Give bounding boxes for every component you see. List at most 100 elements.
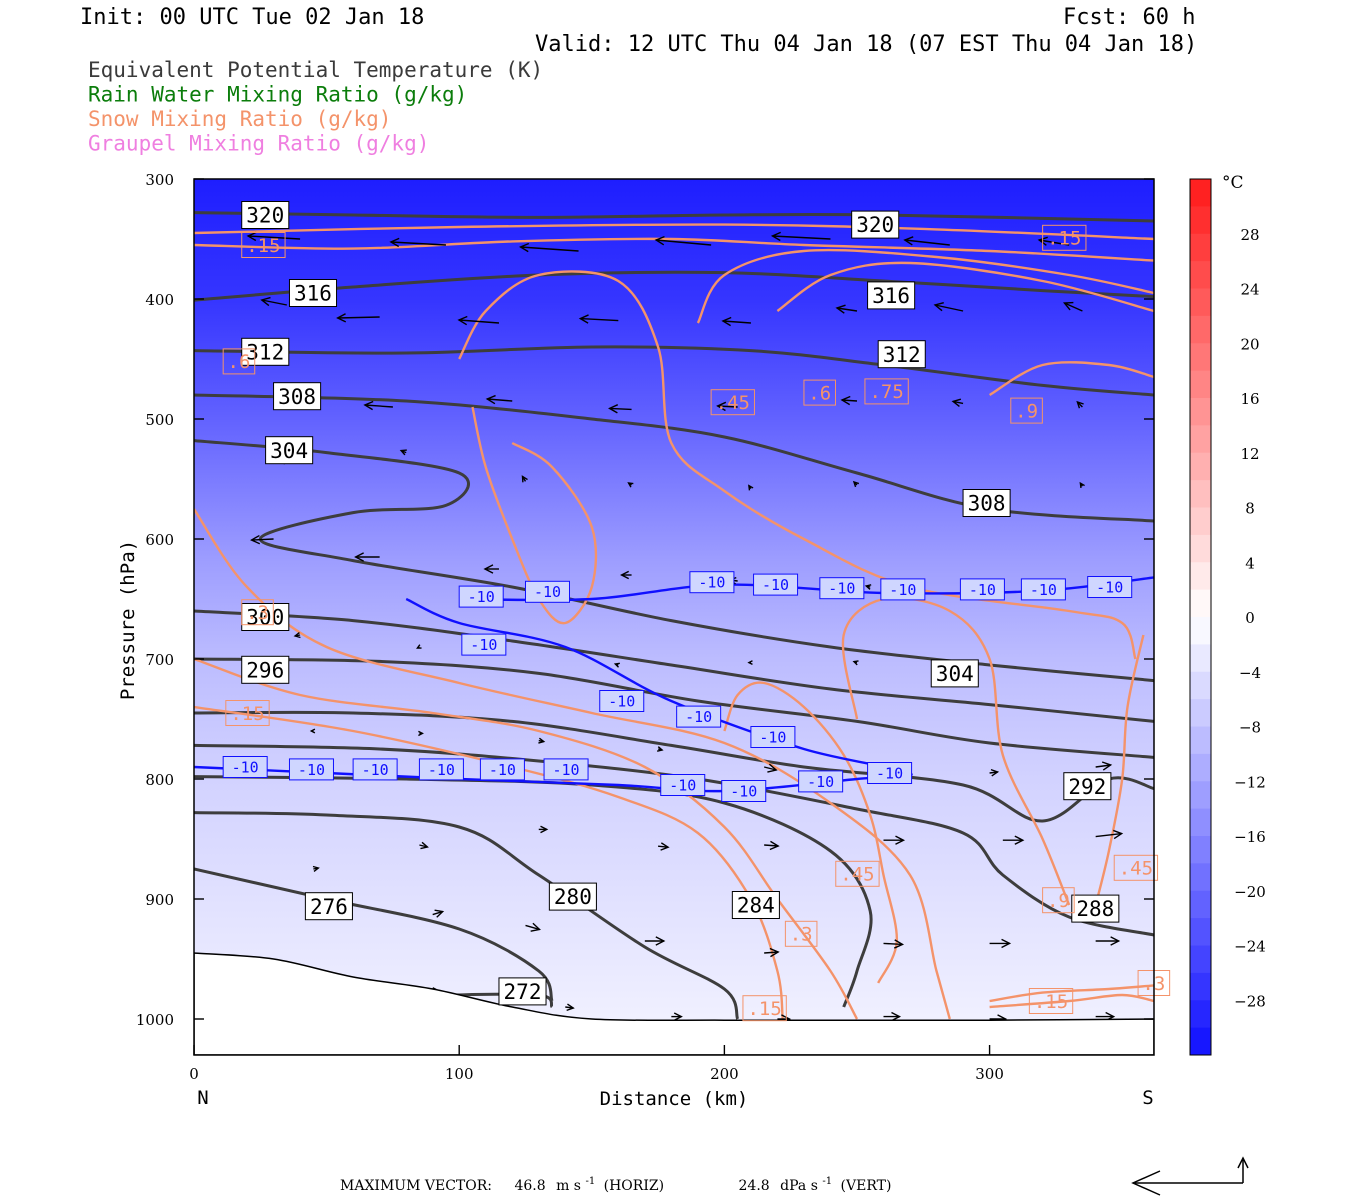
isotherm-label-box — [721, 780, 767, 802]
theta-e-label-320: 320 — [241, 201, 290, 229]
snow-ratio-label: .75 — [864, 378, 909, 405]
wind-vector-head — [1101, 761, 1113, 771]
colorbar-segment — [1190, 644, 1211, 673]
colorbar-tick-label: 4 — [1245, 554, 1255, 572]
isotherm-label-box — [880, 578, 926, 601]
wind-vector — [538, 825, 549, 834]
y-tick-label: 800 — [145, 771, 174, 789]
wind-vector — [457, 315, 500, 326]
isotherm-label: -10 — [458, 585, 504, 608]
wind-vector — [1076, 400, 1084, 409]
snow-ratio-label-box — [1010, 397, 1043, 424]
theta-e-label-284-box — [731, 891, 780, 919]
wind-vector-head — [485, 394, 496, 405]
wind-vector-shaft — [1095, 764, 1111, 768]
colorbar-segment — [1190, 425, 1211, 454]
theta-e-label-280-text: 280 — [554, 885, 592, 909]
max-vector-vert-units: dPa s — [780, 1178, 818, 1194]
colorbar-tick-label: −4 — [1239, 664, 1261, 682]
snow-ratio-label-box — [742, 995, 787, 1022]
wind-vector — [419, 841, 429, 850]
wind-vector — [989, 938, 1012, 949]
wind-vector-shaft — [1095, 832, 1122, 838]
wind-vector-head — [660, 842, 670, 851]
theta-e-label-300: 300 — [241, 603, 290, 631]
wind-vector-head — [721, 316, 732, 327]
legend-entry: Equivalent Potential Temperature (K) — [88, 58, 543, 82]
snow-ratio-label-text: .15 — [246, 235, 280, 257]
isotherm-label: -10 — [689, 571, 735, 594]
snow-ratio-label: .45 — [710, 389, 755, 416]
wind-vector-shaft — [609, 407, 632, 411]
snow-ratio-label-text: .45 — [716, 392, 750, 414]
colorbar-segment — [1190, 179, 1211, 207]
theta-e-line-304 — [194, 439, 1154, 683]
snow-ratio-label: .15 — [742, 995, 787, 1022]
colorbar-segment — [1190, 261, 1211, 289]
isotherm-label-box — [1020, 578, 1066, 601]
snow-ratio-label-text: .15 — [747, 998, 781, 1020]
snow-ratio-label: .15 — [241, 232, 286, 258]
wind-vector-shaft — [251, 538, 274, 541]
isotherm-label-box — [479, 758, 525, 781]
forecast-hour-label: Fcst: 60 h — [1063, 5, 1195, 30]
wind-vector-head — [852, 660, 859, 666]
snow-ratio-label: .6 — [803, 379, 837, 406]
wind-vector-shaft — [364, 404, 393, 408]
theta-e-label-312-text: 312 — [883, 343, 921, 367]
colorbar-segment — [1190, 480, 1211, 508]
wind-vector — [312, 865, 320, 872]
isotherm-label-text: -10 — [759, 728, 786, 746]
theta-e-label-304-text: 304 — [936, 662, 974, 686]
colorbar-segment — [1190, 507, 1211, 536]
wind-vector — [389, 237, 446, 248]
wind-vector-shaft — [764, 951, 779, 954]
wind-vector-shaft — [1064, 302, 1083, 312]
theta-e-label-308-text: 308 — [278, 385, 316, 409]
colorbar-segment — [1190, 315, 1211, 344]
snow-ratio-label-text: .45 — [1119, 858, 1153, 880]
theta-e-label-320: 320 — [851, 210, 900, 239]
wind-vector-shaft — [717, 405, 738, 408]
isotherm-label-box — [819, 577, 865, 600]
colorbar-tick-label: −24 — [1234, 938, 1266, 956]
isotherm-label-box — [599, 690, 645, 712]
isotherm-label-box — [959, 578, 1005, 601]
wind-vector — [525, 922, 541, 932]
wind-vector-shaft — [658, 845, 669, 848]
snow-ratio-label: .9 — [1010, 397, 1043, 424]
isotherm-label: -10 — [798, 770, 844, 793]
theta-e-label-296-box — [241, 655, 290, 684]
theta-e-label-320-box — [851, 210, 900, 239]
wind-vector-shaft — [261, 299, 287, 306]
snow-ratio-label-text: .6 — [808, 382, 831, 404]
theta-e-line-316 — [194, 270, 1154, 302]
max-vector-horiz-tag: (HORIZ) — [604, 1178, 664, 1194]
colorbar-segment — [1190, 617, 1211, 645]
theta-e-label-280-box — [548, 882, 597, 911]
wind-vector — [883, 1011, 902, 1022]
isotherm-label: -10 — [599, 690, 645, 712]
colorbar-tick-label: 8 — [1245, 500, 1255, 518]
snow-ratio-label: .45 — [1113, 854, 1159, 881]
y-tick-label: 400 — [145, 291, 174, 309]
terrain-surface — [194, 952, 1154, 1055]
wind-vector — [1079, 481, 1085, 489]
wind-vector-head — [260, 296, 271, 307]
isotherm-label-text: -10 — [698, 574, 725, 592]
snow-ratio-label: .3 — [241, 599, 274, 626]
wind-vector — [250, 534, 274, 545]
colorbar-tick-label: −28 — [1234, 992, 1266, 1010]
wind-vector — [835, 304, 858, 314]
y-axis-label: Pressure (hPa) — [117, 540, 139, 700]
isotherm-label-box — [753, 573, 799, 596]
wind-vector-head — [578, 314, 589, 324]
wind-vector-shaft — [194, 233, 195, 234]
isotherm-label: -10 — [352, 758, 398, 781]
theta-e-label-272: 272 — [498, 977, 547, 1006]
wind-vector-head — [903, 236, 914, 246]
colorbar-tick-label: 0 — [1245, 609, 1255, 627]
wind-vector-shaft — [337, 316, 380, 319]
wind-vector — [903, 236, 950, 246]
